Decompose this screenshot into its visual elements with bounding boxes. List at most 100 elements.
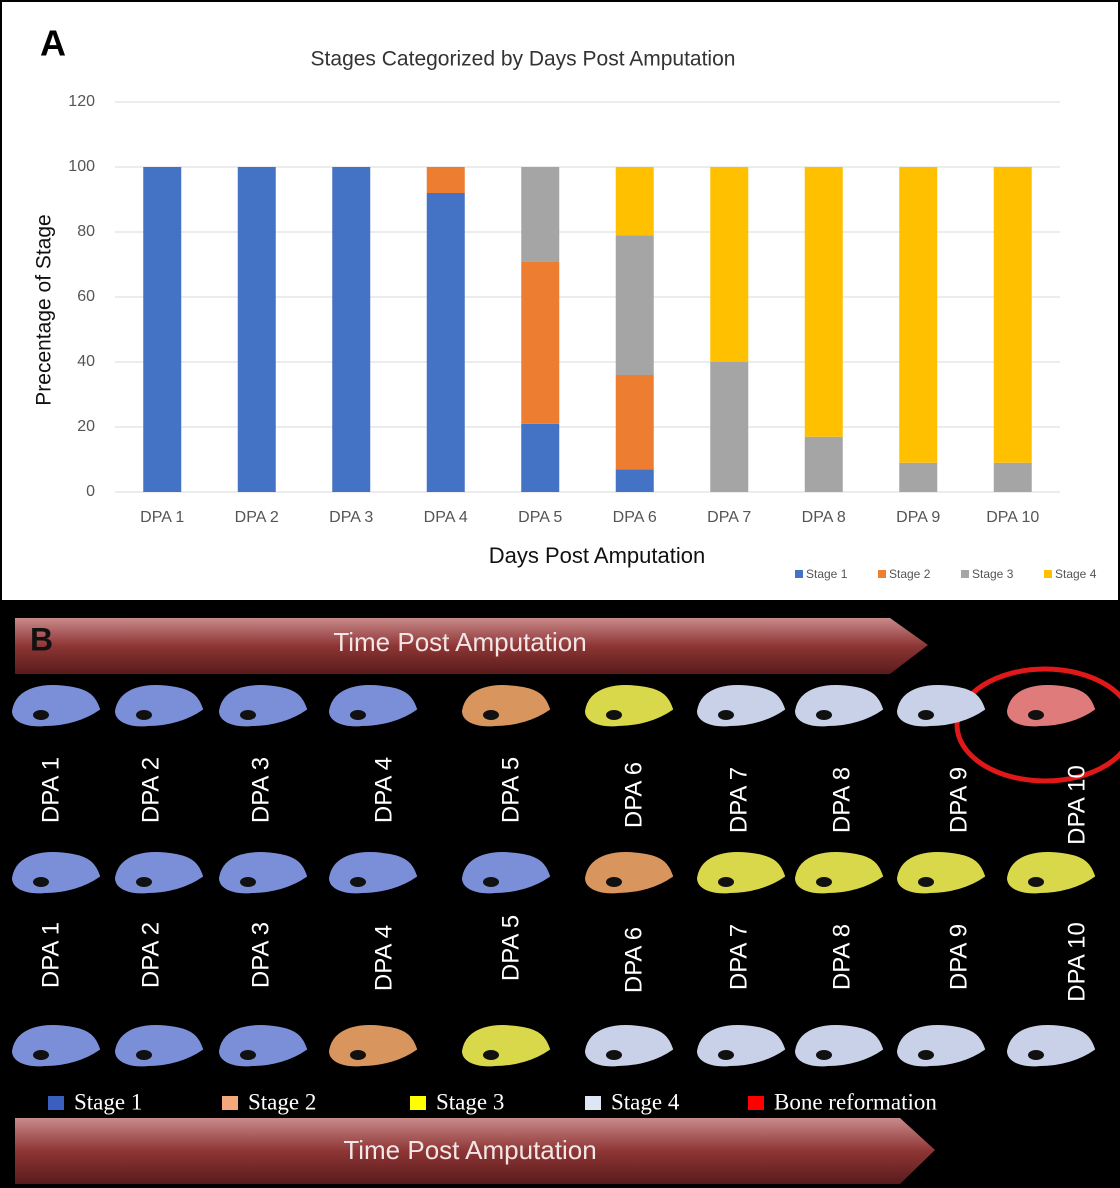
legend-swatch [961,570,969,578]
bone-hole [483,710,499,720]
bar-segment [710,362,748,492]
dpa-label: DPA 8 [828,924,855,990]
bone-hole [606,877,622,887]
page: A Stages Categorized by Days Post Amputa… [0,0,1120,1188]
dpa-label: DPA 1 [37,922,64,988]
bone-hole [816,1050,832,1060]
bar-segment [238,167,276,492]
legend-label: Stage 4 [611,1089,680,1114]
bar-segment [805,167,843,437]
bar-segment [899,463,937,492]
dpa-label: DPA 10 [1063,765,1090,845]
bone-hole [33,1050,49,1060]
bar-segment [616,375,654,469]
x-tick-label: DPA 6 [613,509,657,526]
x-tick-label: DPA 2 [235,509,279,526]
dpa-label: DPA 8 [828,767,855,833]
y-tick-label: 0 [86,483,95,500]
x-tick-label: DPA 1 [140,509,184,526]
bone-hole [350,1050,366,1060]
bar-segment [710,167,748,362]
bar-segment [616,235,654,375]
bone-hole [136,877,152,887]
panel-label: A [40,23,66,64]
dpa-label: DPA 6 [620,927,647,993]
figure: A Stages Categorized by Days Post Amputa… [0,0,1120,1188]
x-tick-label: DPA 10 [986,509,1039,526]
legend-swatch [222,1096,238,1110]
legend-label: Stage 2 [248,1089,316,1114]
bone-hole [33,710,49,720]
dpa-label: DPA 4 [370,925,397,991]
dpa-label: DPA 5 [497,757,524,823]
y-tick-label: 20 [77,418,95,435]
bone-hole [918,877,934,887]
bar-segment [616,167,654,235]
legend-label: Stage 4 [1055,567,1097,581]
dpa-label: DPA 1 [37,757,64,823]
bone-hole [816,877,832,887]
dpa-label: DPA 7 [725,924,752,990]
dpa-label: DPA 5 [497,915,524,981]
bone-hole [606,710,622,720]
bone-hole [1028,877,1044,887]
y-tick-label: 120 [68,93,95,110]
bone-hole [718,877,734,887]
bar-segment [521,424,559,492]
bar-segment [521,167,559,261]
bone-hole [350,877,366,887]
legend-swatch [410,1096,426,1110]
legend-swatch [748,1096,764,1110]
dpa-label: DPA 6 [620,762,647,828]
legend-label: Stage 3 [436,1089,504,1114]
x-tick-label: DPA 8 [802,509,846,526]
bar-segment [143,167,181,492]
y-tick-label: 40 [77,353,95,370]
dpa-label: DPA 2 [137,757,164,823]
x-tick-label: DPA 7 [707,509,751,526]
bone-hole [816,710,832,720]
bone-hole [483,877,499,887]
legend-swatch [795,570,803,578]
dpa-label: DPA 9 [945,924,972,990]
dpa-label: DPA 2 [137,922,164,988]
legend-swatch [585,1096,601,1110]
bone-hole [718,710,734,720]
bar-segment [427,167,465,193]
bar-segment [805,437,843,492]
bone-hole [136,1050,152,1060]
bone-hole [240,1050,256,1060]
dpa-label: DPA 7 [725,767,752,833]
legend-label: Stage 1 [74,1089,142,1114]
y-tick-label: 80 [77,223,95,240]
legend-swatch [878,570,886,578]
chart-title: Stages Categorized by Days Post Amputati… [311,48,736,71]
bone-hole [350,710,366,720]
x-tick-label: DPA 5 [518,509,562,526]
dpa-label: DPA 3 [247,757,274,823]
bone-hole [483,1050,499,1060]
arrow-text: Time Post Amputation [343,1135,596,1165]
bar-segment [427,193,465,492]
x-tick-label: DPA 4 [424,509,468,526]
legend-swatch [1044,570,1052,578]
dpa-label: DPA 10 [1063,922,1090,1002]
bone-hole [240,877,256,887]
y-tick-label: 100 [68,158,95,175]
bone-hole [918,1050,934,1060]
x-tick-label: DPA 3 [329,509,373,526]
arrow-text: Time Post Amputation [333,627,586,657]
bone-hole [136,710,152,720]
legend-label: Bone reformation [774,1089,937,1114]
y-tick-label: 60 [77,288,95,305]
bar-segment [994,167,1032,463]
bar-segment [994,463,1032,492]
legend-label: Stage 1 [806,567,848,581]
x-tick-label: DPA 9 [896,509,940,526]
bar-segment [521,261,559,424]
bone-hole [33,877,49,887]
bone-hole [918,710,934,720]
dpa-label: DPA 3 [247,922,274,988]
legend-label: Stage 2 [889,567,931,581]
bone-hole [240,710,256,720]
